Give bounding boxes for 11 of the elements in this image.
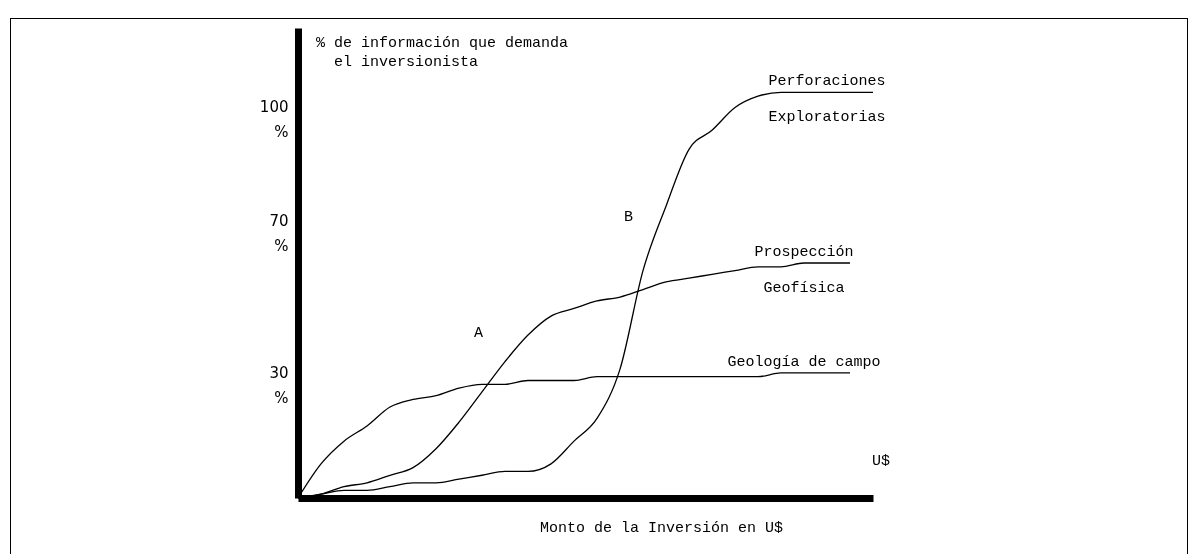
y-tick-label: 30 %	[269, 363, 289, 407]
series-label: Geología de campo	[727, 353, 881, 371]
y-tick-label: 100 %	[259, 98, 289, 142]
text: Prospección Geofísica	[754, 244, 854, 297]
annotation: B	[624, 208, 634, 227]
annotation: U$	[872, 452, 891, 471]
annotation: A	[474, 324, 484, 343]
y-axis-title: % de información que demanda el inversionista	[316, 34, 570, 72]
y-tick-label: 70 %	[269, 212, 289, 256]
x-axis-title: Monto de la Inversión en U$	[540, 519, 784, 538]
text: Perforaciones Exploratorias	[768, 73, 886, 127]
